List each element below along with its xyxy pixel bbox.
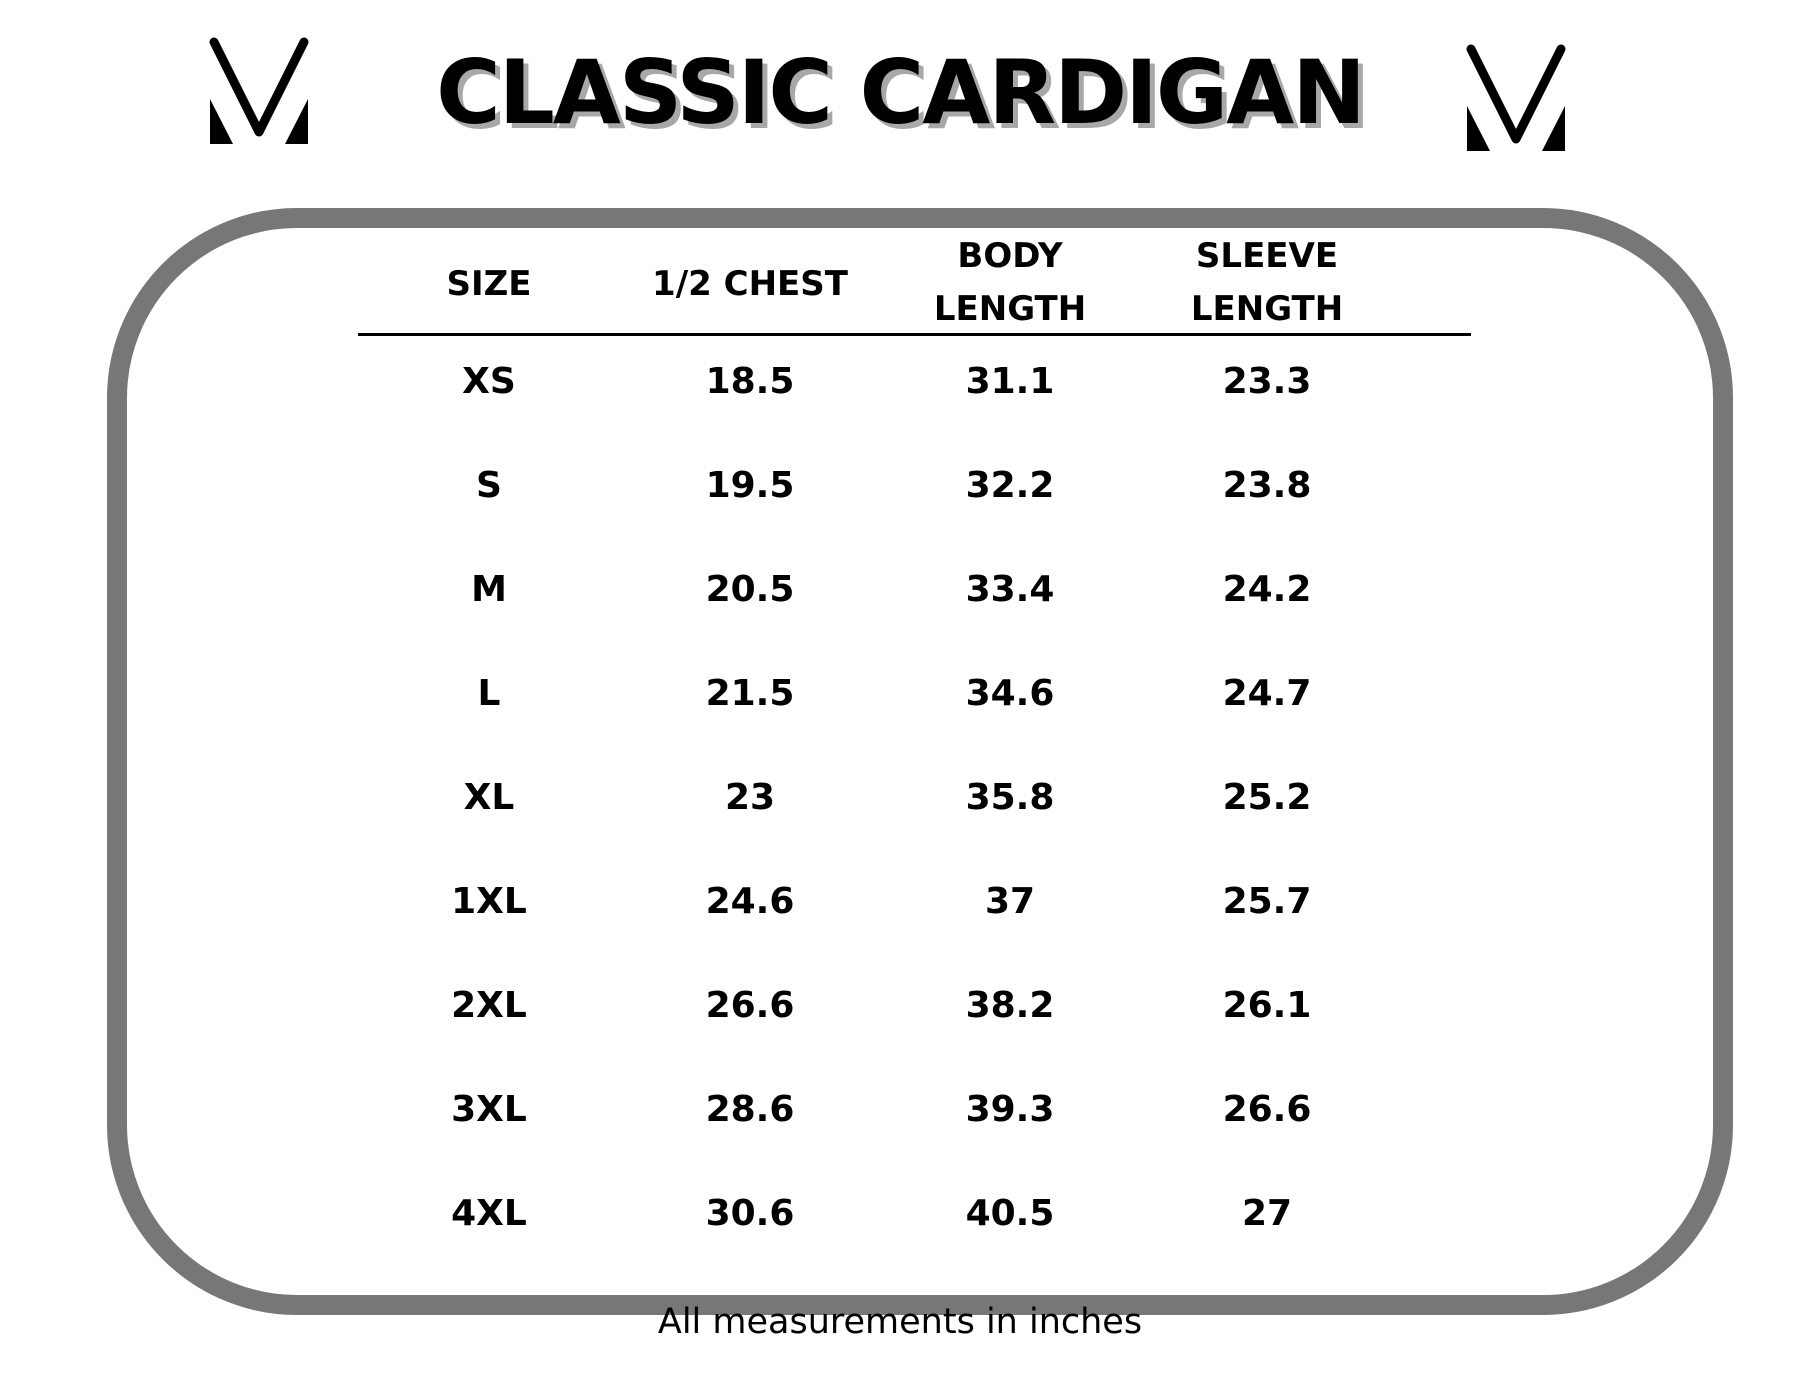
cell-body-length: 33.4 [965, 569, 1055, 610]
cell-size: 3XL [451, 1089, 527, 1130]
cell-sleeve-length: 23.8 [1222, 465, 1312, 506]
cell-sleeve-length: 24.2 [1222, 569, 1312, 610]
header-half-chest: 1/2 CHEST [652, 264, 848, 304]
cell-half-chest: 24.6 [705, 881, 795, 922]
cell-sleeve-length: 25.7 [1222, 881, 1312, 922]
header-sleeve-length: SLEEVE [1195, 236, 1339, 276]
cell-sleeve-length: 25.2 [1222, 777, 1312, 818]
cell-half-chest: 19.5 [705, 465, 795, 506]
cell-half-chest: 26.6 [705, 985, 795, 1026]
header-body-length: BODY [957, 236, 1063, 276]
header-divider [358, 333, 1471, 336]
cell-sleeve-length: 26.6 [1222, 1089, 1312, 1130]
cell-half-chest: 20.5 [705, 569, 795, 610]
cell-body-length: 34.6 [965, 673, 1055, 714]
cell-size: L [477, 673, 501, 714]
measurement-note: All measurements in inches [657, 1302, 1143, 1342]
cell-half-chest: 28.6 [705, 1089, 795, 1130]
mv-logo-icon-right [1466, 44, 1566, 151]
cell-body-length: 32.2 [965, 465, 1055, 506]
size-chart-frame [107, 208, 1733, 1315]
mv-logo-icon-left [209, 37, 309, 144]
cell-size: 2XL [451, 985, 527, 1026]
cell-size: 4XL [451, 1193, 527, 1234]
cell-size: M [471, 569, 507, 610]
cell-body-length: 37 [984, 881, 1036, 922]
cell-size: XL [463, 777, 515, 818]
cell-half-chest: 23 [724, 777, 776, 818]
header-sleeve-length: LENGTH [1190, 289, 1344, 329]
header-body-length: LENGTH [933, 289, 1087, 329]
cell-size: XS [462, 361, 516, 402]
header-size: SIZE [446, 264, 532, 304]
cell-half-chest: 21.5 [705, 673, 795, 714]
cell-body-length: 31.1 [965, 361, 1055, 402]
cell-size: S [476, 465, 502, 506]
cell-sleeve-length: 27 [1241, 1193, 1293, 1234]
cell-sleeve-length: 26.1 [1222, 985, 1312, 1026]
cell-body-length: 39.3 [965, 1089, 1055, 1130]
cell-body-length: 40.5 [965, 1193, 1055, 1234]
cell-sleeve-length: 23.3 [1222, 361, 1312, 402]
cell-half-chest: 30.6 [705, 1193, 795, 1234]
cell-half-chest: 18.5 [705, 361, 795, 402]
cell-body-length: 35.8 [965, 777, 1055, 818]
cell-size: 1XL [451, 881, 527, 922]
page-title: CLASSIC CARDIGAN [436, 41, 1366, 144]
cell-sleeve-length: 24.7 [1222, 673, 1312, 714]
cell-body-length: 38.2 [965, 985, 1055, 1026]
